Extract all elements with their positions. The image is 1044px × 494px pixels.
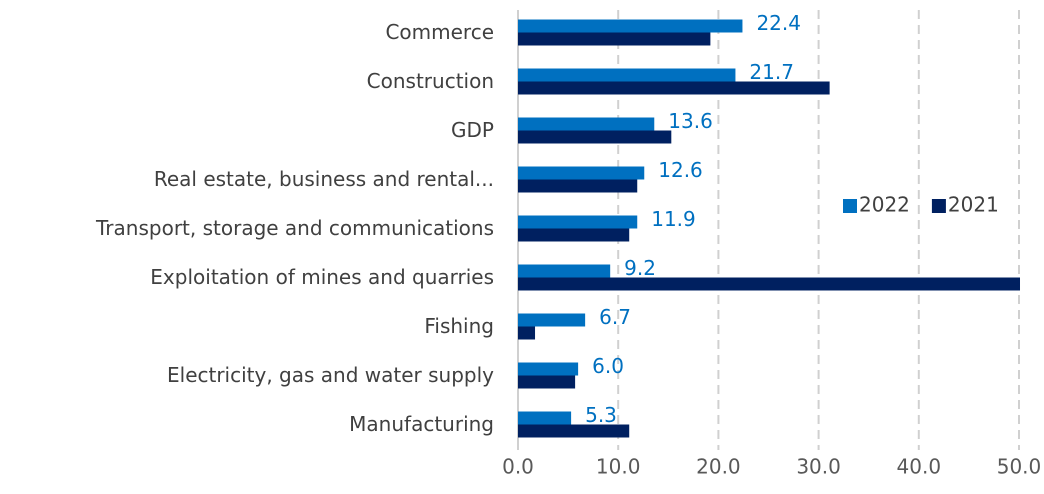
bar xyxy=(518,326,536,340)
category-label: Transport, storage and communications xyxy=(95,216,494,240)
category-label: Commerce xyxy=(385,20,494,44)
x-tick-label: 0.0 xyxy=(502,455,534,479)
bar xyxy=(518,19,743,33)
bar xyxy=(518,277,1021,291)
value-label: 5.3 xyxy=(585,403,617,427)
value-label: 6.7 xyxy=(599,305,631,329)
bar xyxy=(518,179,638,193)
category-label: Fishing xyxy=(424,314,494,338)
x-tick-label: 30.0 xyxy=(796,455,841,479)
bar xyxy=(518,166,645,180)
bar xyxy=(518,68,736,82)
bar xyxy=(518,130,672,144)
value-label: 9.2 xyxy=(624,256,656,280)
category-label: Construction xyxy=(367,69,494,93)
value-label: 22.4 xyxy=(756,11,801,35)
legend-label: 2022 xyxy=(859,193,910,217)
x-tick-label: 50.0 xyxy=(997,455,1042,479)
value-label: 21.7 xyxy=(749,60,794,84)
bar xyxy=(518,264,611,278)
bar xyxy=(518,411,572,425)
category-label: GDP xyxy=(451,118,494,142)
value-label: 12.6 xyxy=(658,158,703,182)
legend-swatch xyxy=(931,199,946,213)
category-label: Electricity, gas and water supply xyxy=(167,363,494,387)
bar xyxy=(518,313,586,327)
category-label: Manufacturing xyxy=(349,412,494,436)
bar xyxy=(518,362,579,376)
x-tick-label: 10.0 xyxy=(596,455,641,479)
bar xyxy=(518,81,830,95)
x-tick-label: 40.0 xyxy=(897,455,942,479)
category-label: Exploitation of mines and quarries xyxy=(150,265,494,289)
bar xyxy=(518,424,630,438)
value-label: 11.9 xyxy=(651,207,696,231)
bar xyxy=(518,228,630,242)
bar xyxy=(518,32,711,46)
category-label: Real estate, business and rental... xyxy=(154,167,494,191)
bar xyxy=(518,215,638,229)
legend-swatch xyxy=(843,199,857,213)
value-label: 6.0 xyxy=(592,354,624,378)
value-label: 13.6 xyxy=(668,109,713,133)
bar xyxy=(518,375,576,389)
x-tick-label: 20.0 xyxy=(696,455,741,479)
bar xyxy=(518,117,655,131)
legend-label: 2021 xyxy=(948,193,999,217)
